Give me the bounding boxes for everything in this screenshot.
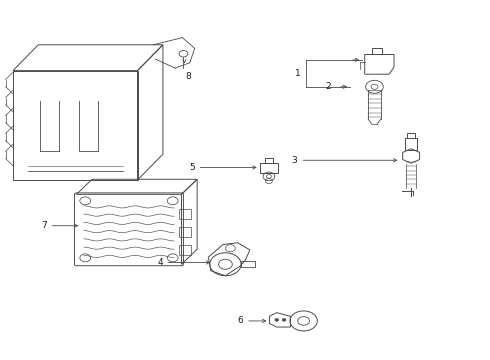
Text: 4: 4	[157, 258, 163, 267]
Bar	[407, 133, 415, 138]
Bar	[179, 209, 191, 220]
Text: 8: 8	[185, 72, 191, 81]
Circle shape	[275, 319, 279, 321]
Bar	[265, 158, 273, 163]
Text: 2: 2	[325, 82, 331, 91]
Bar	[179, 244, 191, 255]
Text: 6: 6	[238, 316, 244, 325]
Bar	[260, 163, 278, 173]
Bar	[241, 261, 255, 267]
Text: 1: 1	[294, 69, 300, 78]
Bar	[372, 48, 382, 54]
Text: 3: 3	[292, 156, 297, 165]
Text: 7: 7	[41, 221, 47, 230]
Circle shape	[282, 319, 286, 321]
Bar	[179, 226, 191, 237]
Text: 5: 5	[190, 163, 195, 172]
Bar	[405, 138, 417, 149]
